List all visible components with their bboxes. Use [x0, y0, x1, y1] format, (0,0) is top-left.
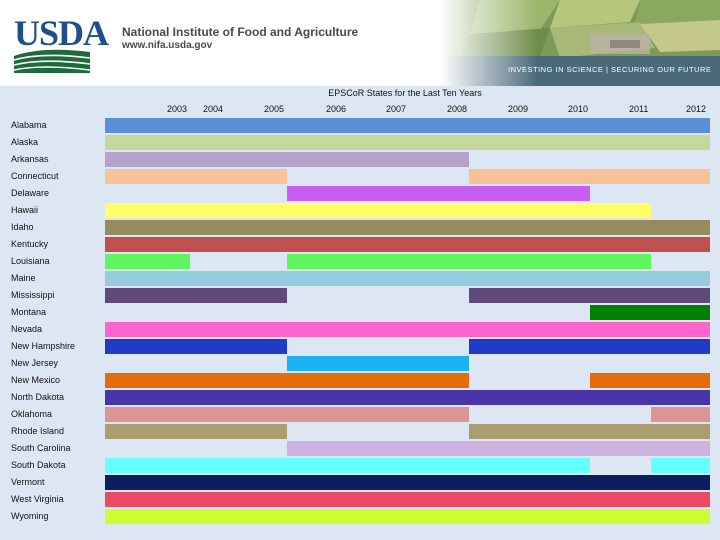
bar-new-hampshire-2003-2005	[105, 339, 287, 354]
bar-south-dakota-2012-2012	[651, 458, 710, 473]
year-label-2005: 2005	[264, 104, 285, 114]
state-label-south-carolina: South Carolina	[11, 443, 71, 453]
state-label-rhode-island: Rhode Island	[11, 426, 65, 436]
bar-arkansas-2003-2008	[105, 152, 469, 167]
state-label-alaska: Alaska	[11, 137, 39, 147]
bar-oklahoma-2003-2008	[105, 407, 469, 422]
bar-connecticut-2009-2012	[469, 169, 710, 184]
usda-logo-icon	[13, 49, 91, 73]
state-label-new-mexico: New Mexico	[11, 375, 61, 385]
year-label-2011: 2011	[629, 104, 649, 114]
bar-rhode-island-2009-2012	[469, 424, 710, 439]
state-label-hawaii: Hawaii	[11, 205, 39, 215]
bar-south-dakota-2003-2010	[105, 458, 590, 473]
bar-maine-2003-2012	[105, 271, 710, 286]
tagline: INVESTING IN SCIENCE | SECURING OUR FUTU…	[508, 65, 712, 74]
state-label-oklahoma: Oklahoma	[11, 409, 53, 419]
org-url: www.nifa.usda.gov	[122, 40, 213, 51]
state-label-wyoming: Wyoming	[11, 511, 49, 521]
bar-west-virginia-2003-2012	[105, 492, 710, 507]
year-label-2008: 2008	[447, 104, 468, 114]
bar-kentucky-2003-2012	[105, 237, 710, 252]
bar-mississippi-2003-2005	[105, 288, 287, 303]
usda-logo-text: USDA	[14, 13, 109, 53]
state-label-idaho: Idaho	[11, 222, 34, 232]
year-label-2003: 2003	[167, 104, 188, 114]
year-label-2007: 2007	[386, 104, 407, 114]
bar-wyoming-2003-2012	[105, 509, 710, 524]
year-label-2004: 2004	[203, 104, 224, 114]
state-label-nevada: Nevada	[11, 324, 43, 334]
bar-louisiana-2003-2003	[105, 254, 190, 269]
state-label-louisiana: Louisiana	[11, 256, 50, 266]
state-label-alabama: Alabama	[11, 120, 47, 130]
org-name: National Institute of Food and Agricultu…	[122, 25, 359, 39]
year-label-2006: 2006	[326, 104, 347, 114]
state-label-west-virginia: West Virginia	[11, 494, 64, 504]
state-label-maine: Maine	[11, 273, 36, 283]
bar-nevada-2003-2012	[105, 322, 710, 337]
state-label-delaware: Delaware	[11, 188, 50, 198]
bar-delaware-2006-2010	[287, 186, 590, 201]
state-label-kentucky: Kentucky	[11, 239, 49, 249]
bar-louisiana-2006-2011	[287, 254, 651, 269]
bar-hawaii-2003-2011	[105, 203, 651, 218]
bar-south-carolina-2006-2012	[287, 441, 710, 456]
year-label-2010: 2010	[568, 104, 589, 114]
bar-idaho-2003-2012	[105, 220, 710, 235]
state-label-new-jersey: New Jersey	[11, 358, 59, 368]
bar-new-mexico-2003-2008	[105, 373, 469, 388]
bar-montana-2011-2012	[590, 305, 710, 320]
chart-title: EPSCoR States for the Last Ten Years	[328, 88, 482, 98]
bar-new-mexico-2011-2012	[590, 373, 710, 388]
farmland-photo	[440, 0, 720, 86]
state-label-new-hampshire: New Hampshire	[11, 341, 76, 351]
bar-vermont-2003-2012	[105, 475, 710, 490]
bar-connecticut-2003-2005	[105, 169, 287, 184]
state-label-montana: Montana	[11, 307, 47, 317]
bar-oklahoma-2012-2012	[651, 407, 710, 422]
header-banner: USDA National Institute of Food and Agri…	[0, 0, 720, 86]
bar-new-hampshire-2009-2012	[469, 339, 710, 354]
bar-mississippi-2009-2012	[469, 288, 710, 303]
state-label-vermont: Vermont	[11, 477, 45, 487]
bar-north-dakota-2003-2012	[105, 390, 710, 405]
bar-rhode-island-2003-2005	[105, 424, 287, 439]
bar-alabama-2003-2012	[105, 118, 710, 133]
state-label-north-dakota: North Dakota	[11, 392, 65, 402]
year-label-2009: 2009	[508, 104, 529, 114]
state-label-south-dakota: South Dakota	[11, 460, 66, 470]
bar-alaska-2003-2012	[105, 135, 710, 150]
state-label-arkansas: Arkansas	[11, 154, 49, 164]
state-label-mississippi: Mississippi	[11, 290, 55, 300]
bar-new-jersey-2006-2008	[287, 356, 469, 371]
year-label-2012: 2012	[686, 104, 707, 114]
state-label-connecticut: Connecticut	[11, 171, 59, 181]
